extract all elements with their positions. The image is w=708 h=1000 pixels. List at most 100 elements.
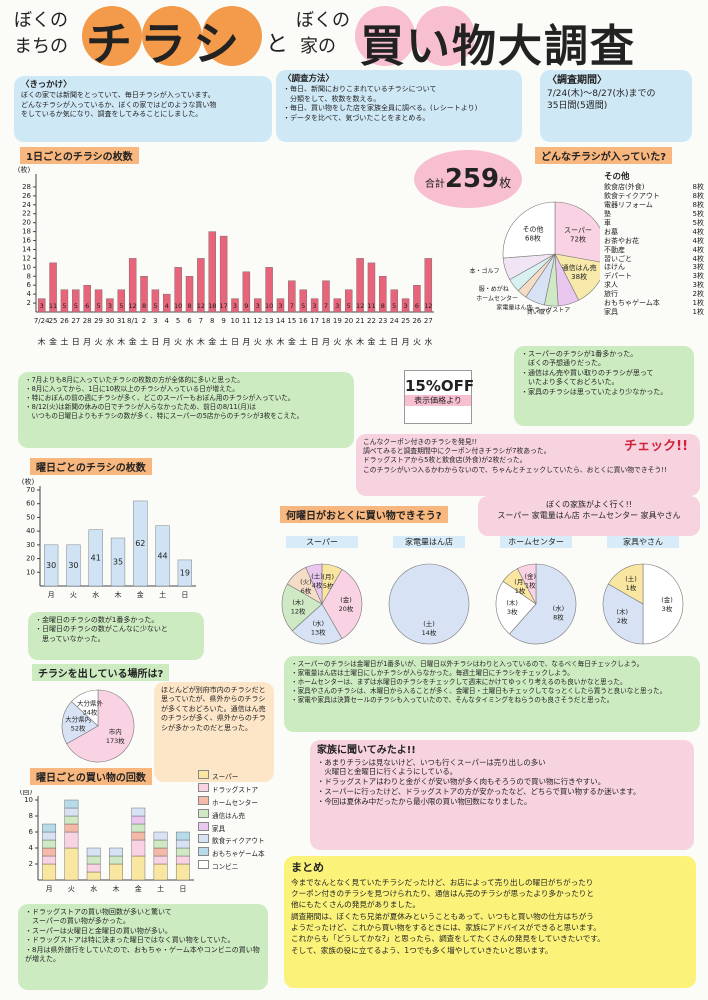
legend-swatch: [198, 795, 209, 805]
text-line: どんなチラシが入っているか、ぼくの家ではどのような買い物: [21, 100, 217, 109]
item-value: 3枚: [693, 272, 704, 281]
list-item: 飲食テイクアウト 8枚: [604, 192, 704, 201]
label: 3枚: [507, 607, 518, 616]
value-label: 7: [290, 302, 294, 310]
heading: 〈調査期間〉: [547, 75, 607, 86]
x-tick-label: 火: [70, 591, 77, 599]
legend-item: スーパー: [198, 770, 278, 783]
bar-segment: [131, 839, 146, 857]
bar-segment: [86, 871, 101, 881]
value-label: 9: [244, 302, 248, 310]
bar: [185, 276, 194, 313]
weekday-label: 日: [390, 338, 398, 347]
bar-segment: [42, 863, 57, 881]
store-name: 家電量はん店: [405, 537, 453, 547]
label: (月): [322, 573, 334, 581]
weekday-label: 水: [265, 337, 273, 347]
weekday-label: 火: [254, 338, 262, 347]
total-value: 259: [444, 164, 500, 194]
text-line: ・家具のチラシは思っていたより少なかった。: [521, 387, 668, 396]
text-line: 調べてみると調査期間中にクーポン付きチラシが7枚あった。: [363, 447, 551, 456]
bar: [174, 267, 182, 313]
section-title: 何曜日がおとくに買い物できそう?: [280, 506, 448, 523]
y-tick-label: 10: [24, 796, 33, 804]
bar-segment: [175, 863, 190, 881]
item-value: 8枚: [693, 201, 704, 210]
text-line: 調査期間は、ぼくたち兄弟が夏休みということもあって、いつもと買い物の仕方はちがう: [291, 911, 594, 921]
store-pies: スーパー(月)5枚(金)20枚(水)13枚(木)12枚(火)6枚(土)4枚家電量…: [281, 536, 684, 645]
bar-segment: [175, 855, 190, 865]
weekday-label: 月: [83, 338, 91, 347]
item-name: 不動産: [604, 245, 625, 254]
bar: [128, 258, 137, 313]
heading: 〈きっかけ〉: [21, 80, 72, 90]
y-tick-label: 6: [29, 828, 34, 836]
value-label: 6: [415, 302, 419, 310]
heading: 〈調査方法〉: [283, 74, 335, 84]
weekday-label: 木: [276, 337, 284, 347]
x-tick-label: 25: [401, 317, 410, 325]
label: 市内: [109, 727, 122, 736]
item-unit: 枚: [697, 308, 704, 317]
text-line: ・日曜日のチラシの数がこんなに少ないと: [35, 625, 168, 634]
item-number: 1: [692, 299, 697, 308]
list-item: 習いごと 4枚: [604, 255, 704, 264]
label-part: 枚: [630, 583, 637, 592]
store-tag: [500, 536, 572, 548]
value-label: 19: [180, 568, 190, 577]
label: 家電量はん店: [496, 303, 532, 311]
item-name: お茶やお花: [604, 236, 639, 245]
value-label: 3: [278, 302, 282, 310]
bar: [333, 298, 342, 313]
bar-segment: [153, 831, 168, 841]
value-label: 5: [96, 302, 100, 310]
weekday-label: 水: [345, 337, 353, 347]
bar: [390, 289, 398, 313]
legend-item: 通信はん売: [198, 808, 278, 822]
value-label: 11: [367, 302, 375, 310]
x-tick-label: 20: [344, 317, 353, 325]
label-part: 本・ゴルフ: [470, 266, 500, 274]
legend-label: 飲食テイクアウト: [212, 837, 265, 846]
label: 68枚: [525, 234, 541, 243]
bar: [140, 276, 148, 313]
family-box: 家族に聞いてみたよ!! ・あまりチラシは見ないけど、いつも行くスーパーは売り出しの…: [310, 740, 694, 850]
item-unit: 枚: [697, 209, 704, 218]
text-line: ・家電量はん店は土曜日にしかチラシが入らなかった。毎週土曜日にチラシをチェックし…: [291, 668, 574, 677]
x-tick-label: 18: [322, 317, 331, 325]
value-label: 8: [381, 302, 385, 310]
label: 3枚: [662, 604, 673, 613]
weekday-label: 土: [379, 337, 387, 347]
kinds-comment: ・スーパーのチラシが1番多かった。 ぼくの予想通りだった。 ・通信はん売や買い取り…: [514, 346, 694, 426]
item-value: 4枚: [693, 246, 704, 255]
text-line: 35日間(5週間): [547, 100, 608, 111]
bar-segment: [64, 807, 79, 817]
bar: [208, 231, 216, 313]
bar: [44, 544, 59, 587]
legend-item: ホームセンター: [198, 795, 278, 809]
chart-title: 曜日ごとの買い物の回数: [30, 768, 152, 785]
value-label: 5: [153, 302, 157, 310]
pie-slice: [66, 689, 135, 763]
bar-segment: [86, 863, 101, 873]
method-box: 〈調査方法〉 ・毎日、新聞におりこまれているチラシについて 分類をして、枚数を数え…: [276, 70, 522, 142]
item-name: ほけん: [604, 263, 625, 272]
family-stores: ぼくの家族がよく行く!! スーパー 家電量はん店 ホームセンター 家具やさん: [478, 496, 700, 536]
value-label: 3: [335, 302, 339, 310]
label: 2枚: [617, 616, 628, 625]
label-part: 52: [71, 725, 79, 733]
x-tick-label: 土: [157, 884, 164, 893]
weekday-label: 金: [49, 337, 57, 347]
x-tick-label: 22: [367, 317, 376, 325]
x-tick-label: 26: [412, 317, 421, 325]
item-unit: 枚: [697, 290, 704, 299]
legend-label: スーパー: [212, 773, 239, 781]
heading: 家族に聞いてみたよ!!: [317, 745, 416, 756]
bar: [367, 262, 376, 313]
item-unit: 枚: [697, 281, 704, 290]
label-part: 72: [570, 236, 579, 244]
legend-label: 家具: [212, 824, 226, 833]
bar: [133, 500, 148, 587]
weekday-label: 木: [38, 337, 46, 347]
legend-label: コンビニ: [212, 863, 239, 872]
